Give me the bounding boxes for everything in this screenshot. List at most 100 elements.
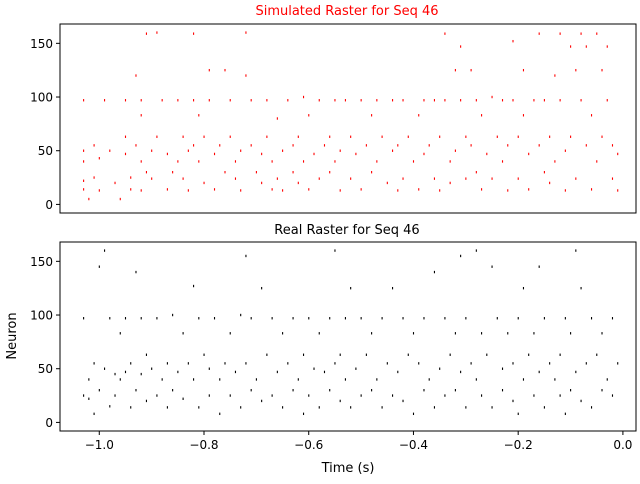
spike-mark xyxy=(119,197,121,201)
spike-mark xyxy=(481,394,483,397)
spike-mark xyxy=(271,394,273,397)
spike-mark xyxy=(151,177,153,180)
spike-mark xyxy=(145,399,147,403)
spike-mark xyxy=(570,388,572,392)
spike-mark xyxy=(177,160,179,163)
spike-mark xyxy=(350,177,352,180)
spike-mark xyxy=(245,31,247,34)
real-raster-marks xyxy=(83,249,619,416)
spike-mark xyxy=(198,317,200,320)
spike-mark xyxy=(124,135,127,138)
spike-mark xyxy=(543,317,545,320)
spike-mark xyxy=(224,170,226,174)
spike-mark xyxy=(392,286,394,290)
spike-mark xyxy=(166,188,168,191)
spike-mark xyxy=(454,388,456,392)
spike-mark xyxy=(507,189,509,192)
spike-mark xyxy=(255,170,257,174)
spike-mark xyxy=(308,188,310,191)
spike-mark xyxy=(182,332,184,335)
y-tick-label: 100 xyxy=(30,309,53,323)
spike-mark xyxy=(392,149,394,152)
spike-mark xyxy=(444,394,446,397)
spike-mark xyxy=(287,99,289,102)
x-tick-label: −0.8 xyxy=(189,438,218,452)
spike-mark xyxy=(308,317,310,320)
spike-mark xyxy=(124,99,127,102)
spike-mark xyxy=(88,397,90,400)
spike-mark xyxy=(177,370,179,374)
spike-mark xyxy=(203,135,205,138)
real-raster-title: Real Raster for Seq 46 xyxy=(274,223,419,238)
spike-mark xyxy=(491,177,493,180)
spike-mark xyxy=(344,378,346,381)
spike-mark xyxy=(360,394,362,397)
simulated-raster-panel: Simulated Raster for Seq 46 0 50 100 150 xyxy=(30,4,637,214)
spike-mark xyxy=(261,399,263,403)
spike-mark xyxy=(255,378,257,381)
spike-mark xyxy=(470,68,472,72)
spike-mark xyxy=(193,32,195,35)
spike-mark xyxy=(543,170,545,174)
spike-mark xyxy=(460,99,462,102)
spike-mark xyxy=(261,286,263,290)
spike-mark xyxy=(88,197,90,201)
spike-mark xyxy=(187,189,189,192)
y-tick-label: 0 xyxy=(45,198,53,212)
spike-mark xyxy=(454,149,456,152)
y-tick-label: 150 xyxy=(30,37,53,51)
real-raster-y-ticks: 0 50 100 150 xyxy=(30,255,60,430)
spike-mark xyxy=(187,362,189,365)
spike-mark xyxy=(114,394,116,397)
spike-mark xyxy=(564,412,566,416)
real-raster-panel: Real Raster for Seq 46 0 50 100 150 −1.0 −0.… xyxy=(5,223,637,476)
spike-mark xyxy=(282,406,284,409)
spike-mark xyxy=(449,353,451,356)
spike-mark xyxy=(512,39,514,43)
spike-mark xyxy=(512,99,514,102)
spike-mark xyxy=(491,95,493,99)
spike-mark xyxy=(590,188,593,191)
spike-mark xyxy=(528,353,530,356)
spike-mark xyxy=(549,181,551,185)
spike-mark xyxy=(213,317,216,320)
spike-mark xyxy=(166,362,168,365)
spike-mark xyxy=(590,317,593,320)
spike-mark xyxy=(329,135,331,138)
spike-mark xyxy=(617,189,619,192)
spike-mark xyxy=(412,332,415,335)
spike-mark xyxy=(449,181,451,185)
spike-mark xyxy=(559,394,561,397)
spike-mark xyxy=(454,332,456,335)
spike-mark xyxy=(334,99,336,102)
spike-mark xyxy=(93,412,95,416)
real-raster-frame xyxy=(59,241,637,432)
spike-mark xyxy=(140,372,142,376)
spike-mark xyxy=(308,114,310,117)
spike-mark xyxy=(397,370,399,374)
spike-mark xyxy=(481,114,483,117)
spike-mark xyxy=(145,170,147,174)
spike-mark xyxy=(365,353,367,356)
spike-mark xyxy=(575,370,577,374)
spike-mark xyxy=(418,188,420,191)
spike-mark xyxy=(549,135,551,138)
spike-mark xyxy=(439,135,441,138)
spike-mark xyxy=(528,188,530,191)
spike-mark xyxy=(538,265,540,268)
spike-mark xyxy=(475,249,477,252)
spike-mark xyxy=(104,249,106,252)
spike-mark xyxy=(161,378,163,381)
spike-mark xyxy=(444,317,446,320)
spike-mark xyxy=(292,317,294,320)
spike-mark xyxy=(83,160,85,163)
spike-mark xyxy=(512,399,514,403)
spike-mark xyxy=(344,317,346,320)
spike-mark xyxy=(386,362,388,365)
spike-mark xyxy=(276,370,278,374)
spike-mark xyxy=(224,68,226,72)
spike-mark xyxy=(182,397,184,400)
spike-mark xyxy=(428,144,430,147)
spike-mark xyxy=(318,99,320,102)
